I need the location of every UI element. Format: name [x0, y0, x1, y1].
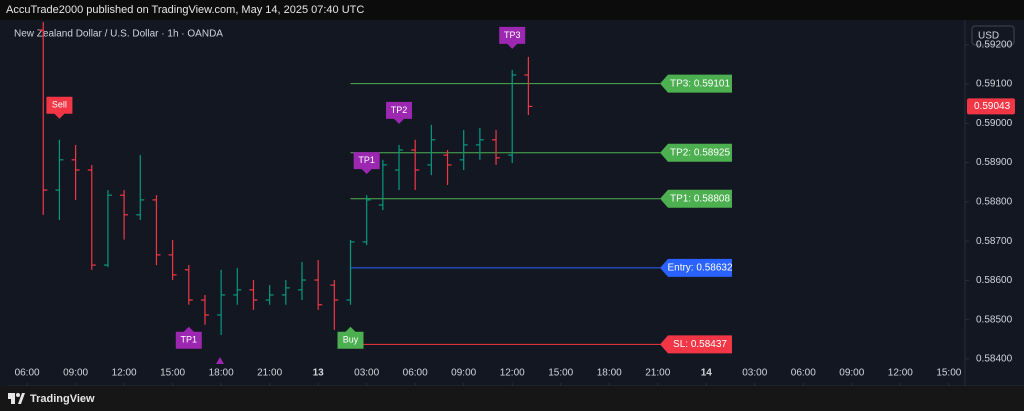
- header-bar: [0, 0, 1024, 20]
- x-tick-label: 18:00: [209, 368, 234, 379]
- chart-title: New Zealand Dollar / U.S. Dollar · 1h · …: [14, 29, 223, 40]
- x-tick-label: 06:00: [15, 368, 40, 379]
- y-tick-label: 0.59100: [976, 79, 1013, 90]
- footer-text: TradingView: [30, 393, 95, 405]
- y-tick-label: 0.59200: [976, 39, 1013, 50]
- header-text: AccuTrade2000 published on TradingView.c…: [6, 4, 364, 16]
- signal-label: Buy: [343, 335, 359, 345]
- x-tick-label: 09:00: [451, 368, 476, 379]
- x-tick-label: 21:00: [257, 368, 282, 379]
- x-tick-label: 13: [313, 368, 325, 379]
- level-label: TP1: 0.58808: [670, 193, 730, 204]
- level-tag: [660, 189, 732, 208]
- x-tick-label: 12:00: [888, 368, 913, 379]
- level-label: TP3: 0.59101: [670, 78, 730, 89]
- signal-label: TP1: [358, 155, 375, 165]
- signal-tag: [499, 26, 526, 49]
- y-tick-label: 0.58600: [976, 275, 1013, 286]
- signal-tag: [175, 326, 202, 349]
- x-tick-label: 15:00: [548, 368, 573, 379]
- signal-tag: [353, 152, 380, 175]
- x-tick-label: 21:00: [645, 368, 670, 379]
- y-tick-label: 0.58400: [976, 354, 1013, 365]
- x-tick-label: 12:00: [500, 368, 525, 379]
- x-tick-label: 12:00: [112, 368, 137, 379]
- x-tick-label: 09:00: [839, 368, 864, 379]
- signal-marker: [216, 357, 224, 364]
- tradingview-logo: [8, 393, 25, 404]
- signal-tag: [46, 96, 73, 119]
- level-tag: [660, 143, 732, 162]
- y-tick-label: 0.58800: [976, 196, 1013, 207]
- level-label: SL: 0.58437: [673, 339, 727, 350]
- signal-label: TP3: [504, 30, 521, 40]
- level-tag: [660, 74, 732, 93]
- level-tag: [660, 258, 732, 277]
- x-tick-label: 09:00: [63, 368, 88, 379]
- level-label: Entry: 0.58632: [667, 262, 732, 273]
- x-tick-label: 06:00: [791, 368, 816, 379]
- signal-label: TP2: [391, 105, 408, 115]
- level-label: TP2: 0.58925: [670, 147, 730, 158]
- y-tick-label: 0.58900: [976, 157, 1013, 168]
- signal-tag: [386, 101, 413, 124]
- last-price-label: 0.59043: [974, 101, 1011, 112]
- last-price-tag: [967, 98, 1015, 115]
- x-tick-label: 15:00: [160, 368, 185, 379]
- x-tick-label: 14: [701, 368, 713, 379]
- x-tick-label: 15:00: [936, 368, 961, 379]
- x-tick-label: 03:00: [354, 368, 379, 379]
- footer-bar: [0, 386, 1024, 411]
- x-tick-label: 03:00: [742, 368, 767, 379]
- level-tag: [660, 335, 732, 354]
- signal-tag: [337, 326, 364, 349]
- y-tick-label: 0.58500: [976, 314, 1013, 325]
- x-tick-label: 06:00: [403, 368, 428, 379]
- currency: USD: [978, 31, 999, 42]
- y-tick-label: 0.58700: [976, 236, 1013, 247]
- signal-label: TP1: [181, 335, 198, 345]
- currency-box[interactable]: [971, 25, 1015, 46]
- y-tick-label: 0.59000: [976, 118, 1013, 129]
- signal-label: Sell: [52, 100, 67, 110]
- x-tick-label: 18:00: [597, 368, 622, 379]
